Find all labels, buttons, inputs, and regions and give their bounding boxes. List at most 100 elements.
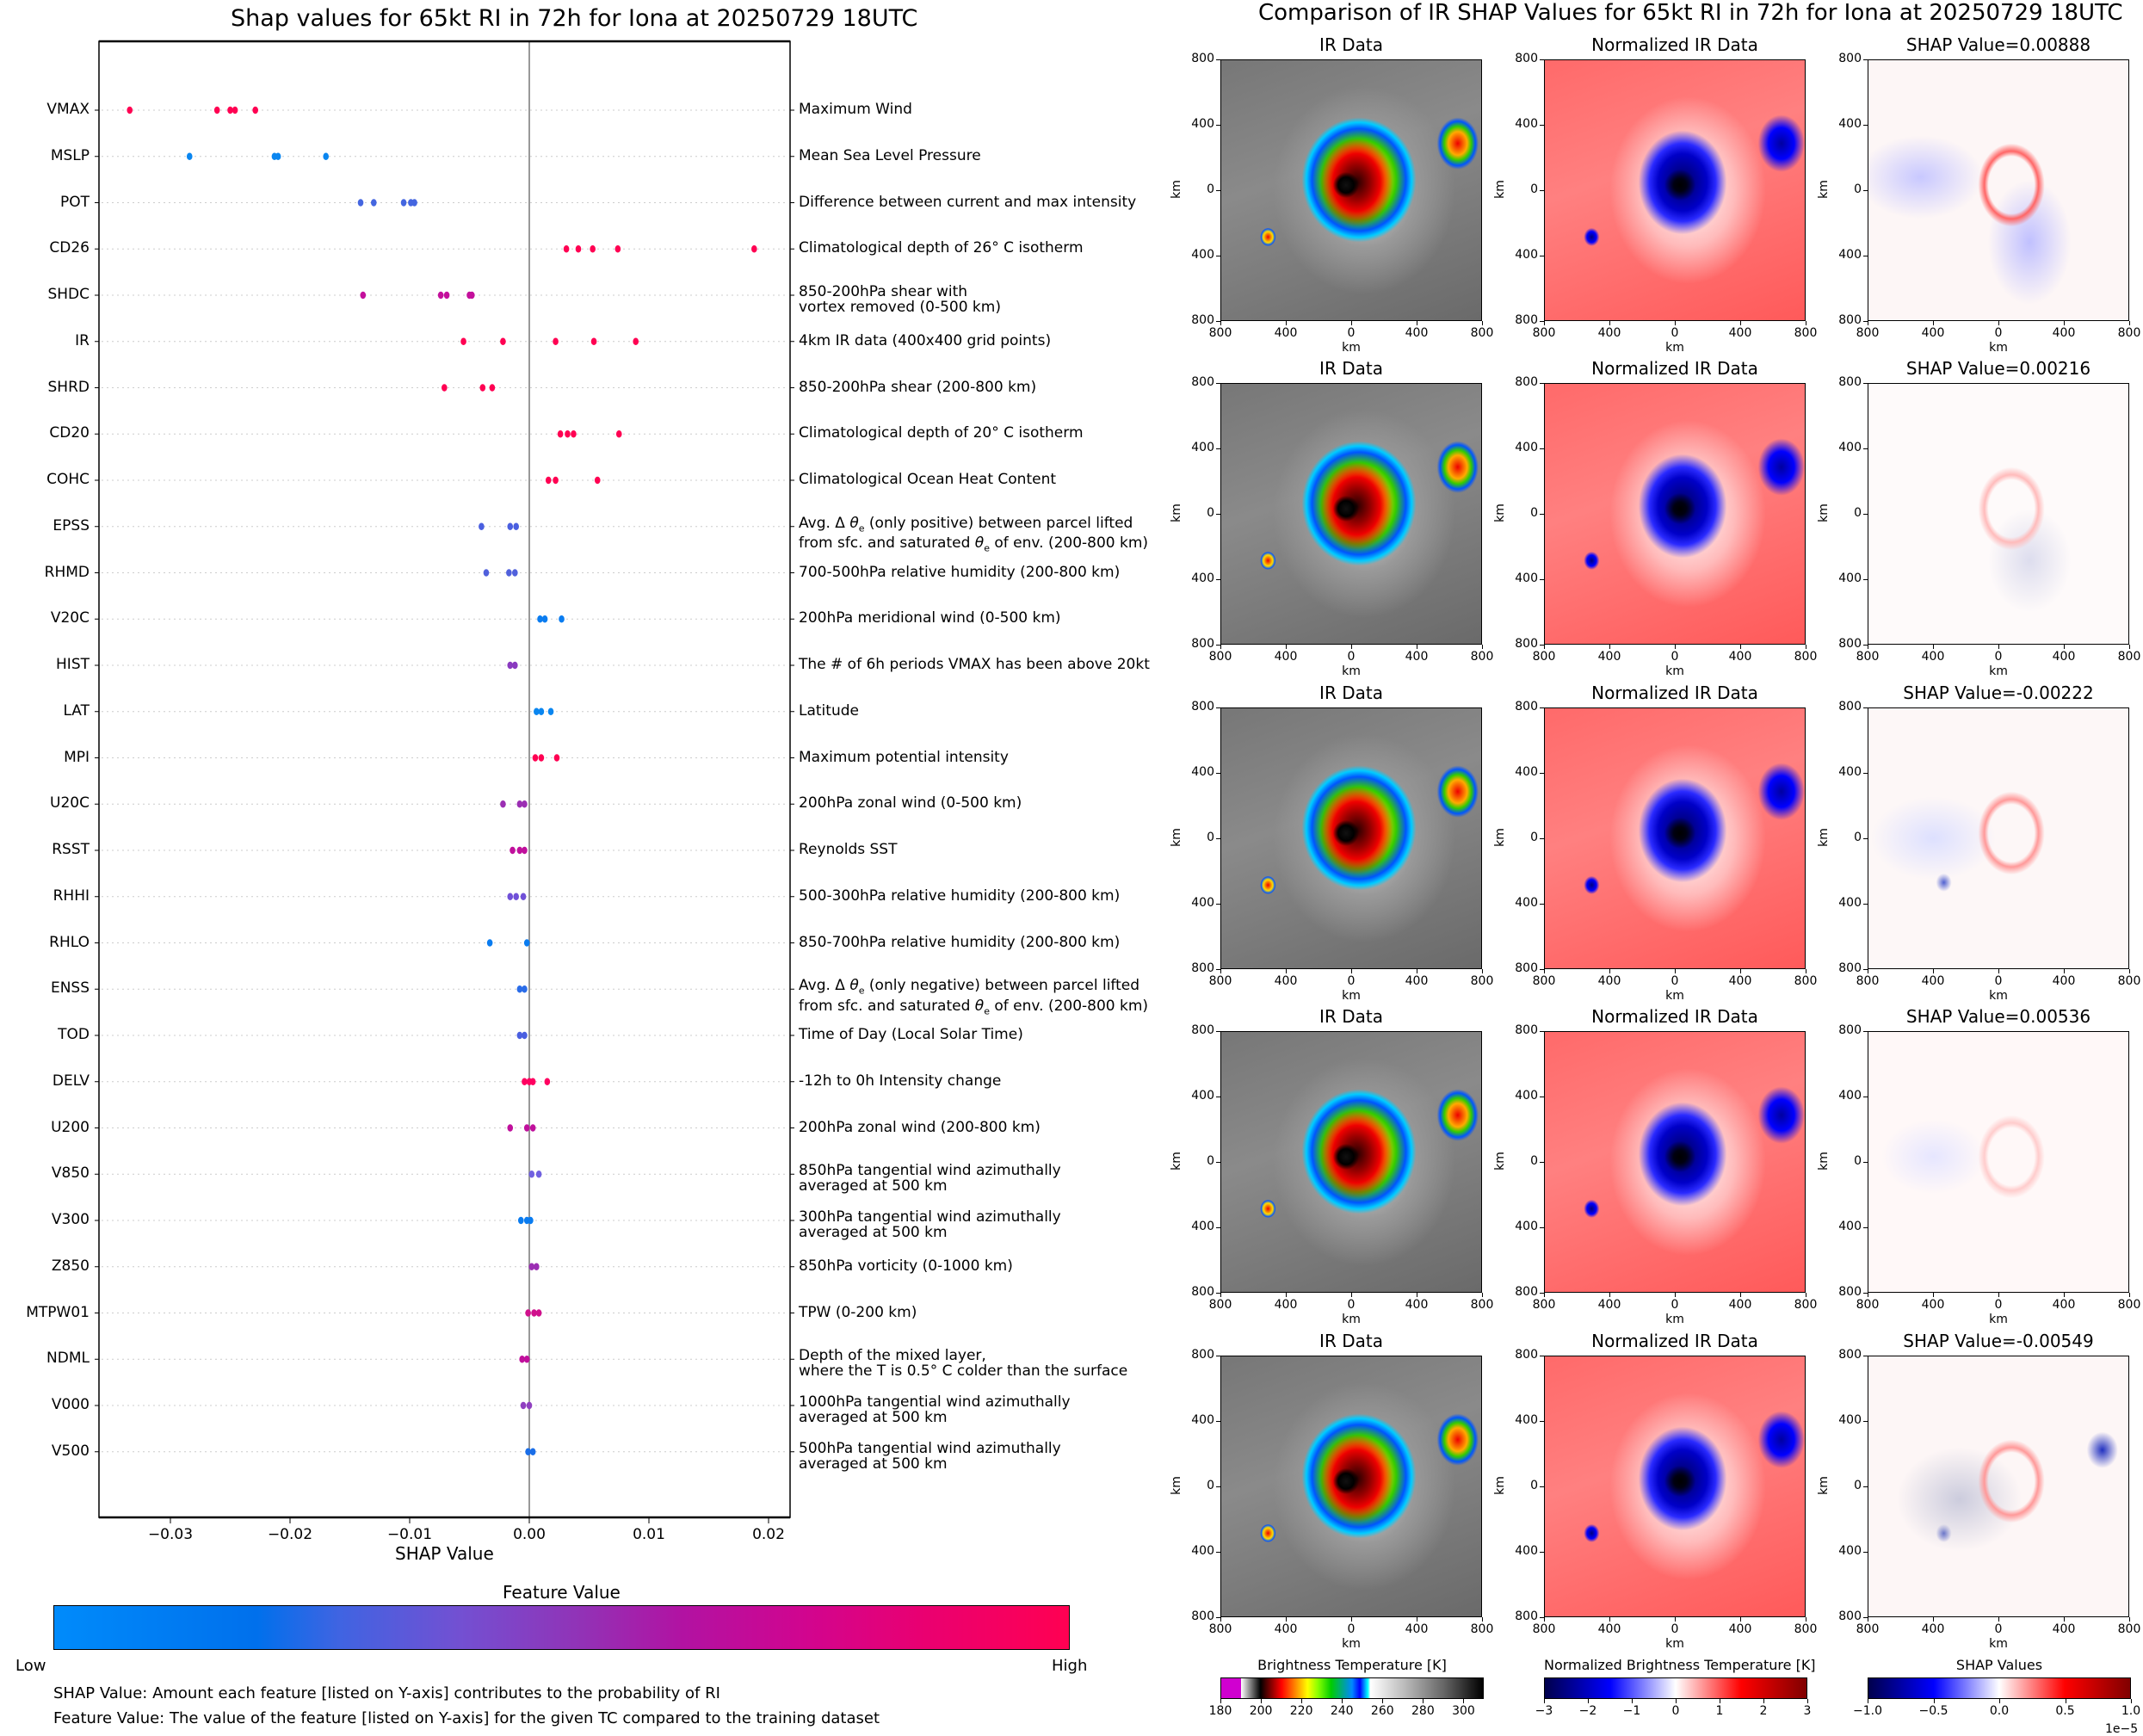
y-tick-mark [1540,1031,1544,1032]
x-tick-label: 400 [1597,974,1621,988]
shap-point-rsst [510,846,516,855]
y-tick-mark [1540,645,1544,646]
colorbar-tick-label: 0.5 [2055,1704,2075,1718]
shap-point-rhhi [513,893,520,900]
y-tick-mark [1216,514,1220,515]
shap-point-mslp [186,152,193,160]
y-tick-mark [1540,1486,1544,1487]
y-axis-label: km [1169,180,1183,199]
feature-label: RSST [52,841,90,858]
x-tick-mark [1351,645,1352,649]
feature-label: RHMD [44,563,90,581]
shap-point-hist [507,661,514,670]
colorbar-tick-label: 2 [1759,1704,1768,1718]
normalized-ir-title: Normalized IR Data [1591,34,1758,55]
shap-point-pot [357,199,364,207]
x-tick-mark [1675,321,1676,325]
y-tick-mark [1540,1162,1544,1163]
y-tick-mark [1540,1421,1544,1422]
x-tick-mark [1286,1617,1287,1622]
x-tick-label: 800 [1470,326,1494,340]
x-tick-mark [1482,645,1483,649]
y-tick-mark [1216,645,1220,646]
y-tick-label: 800 [1515,375,1538,389]
x-tick-mark [1220,1293,1221,1297]
colorbar-tick-label: −1 [1622,1704,1641,1718]
normalized-ir-title: Normalized IR Data [1591,1006,1758,1027]
y-tick-mark [1540,1293,1544,1294]
x-tick-label: 800 [2117,1298,2141,1312]
feature-label: ENSS [50,979,90,998]
normalized-ir-title: Normalized IR Data [1591,683,1758,703]
x-tick-label: 0 [1994,1622,2003,1636]
y-tick-label: 0 [1207,831,1214,844]
shap-point-mpi [532,754,539,762]
x-tick-mark [2129,969,2130,973]
y-tick-label: 0 [1854,1479,1862,1492]
colorbar-tick-mark [1301,1699,1303,1703]
y-tick-label: 400 [1515,571,1538,585]
y-tick-label: 400 [1191,1413,1214,1427]
y-tick-mark [1863,1227,1868,1228]
x-axis-label: km [1342,341,1361,355]
x-tick-label: 0 [1671,650,1679,664]
y-tick-label: 800 [1191,1023,1214,1037]
x-tick-label: 400 [1921,1298,1945,1312]
y-tick-label: 800 [1191,1609,1214,1623]
feature-label: V20C [50,609,90,627]
x-tick-mark [1286,645,1287,649]
x-tick-label: 400 [1921,974,1945,988]
shap-point-shrd [442,384,448,392]
x-tick-mark [2129,645,2130,649]
x-tick-label: 0 [1994,974,2003,988]
shap-point-rhmd [506,569,512,577]
x-tick-label: 800 [2117,974,2141,988]
x-tick-label: 0 [1347,650,1356,664]
x-tick-label: 0 [1347,974,1356,988]
shap-point-vmax [213,106,220,114]
y-tick-mark [1863,773,1868,774]
y-tick-label: 0 [1207,506,1214,520]
y-tick-label: 400 [1838,896,1862,910]
y-tick-label: 400 [1515,248,1538,262]
shap-point-z850 [528,1263,535,1270]
feature-label: MTPW01 [26,1303,90,1321]
feature-label: TOD [58,1026,90,1043]
y-axis-label: km [1816,1152,1831,1171]
shap-point-mtpw01 [525,1309,531,1317]
x-axis-label: km [1665,1313,1684,1326]
shap-point-epss [507,522,514,530]
feature-description-line: 850-200hPa shear with [799,283,968,300]
y-tick-mark [1216,1162,1220,1163]
y-tick-mark [1863,969,1868,970]
x-tick-label: 400 [1274,650,1298,664]
feature-description: Time of Day (Local Solar Time) [799,1027,1023,1043]
feature-label: NDML [46,1350,90,1368]
feature-description: -12h to 0h Intensity change [799,1072,1001,1090]
shap-point-u200 [523,1124,530,1132]
feature-description-line: Climatological depth of 26° C isotherm [799,239,1084,257]
x-tick-mark [1740,321,1741,325]
y-tick-mark [1216,1617,1220,1618]
shap-point-mslp [275,152,281,160]
y-tick-label: 400 [1515,117,1538,131]
y-tick-label: 800 [1838,961,1862,975]
y-tick-mark [1540,514,1544,515]
x-tick-label: 800 [2117,650,2141,664]
x-tick-mark [2064,969,2065,973]
shap-point-rhhi [507,893,514,900]
x-axis-label: km [1665,341,1684,355]
feature-label: MSLP [50,146,90,164]
feature-description: Avg. Δ θe (only positive) between parcel… [799,515,1148,557]
feature-description-line: vortex removed (0-500 km) [799,299,1001,316]
y-tick-label: 0 [1530,1154,1538,1168]
y-tick-mark [1540,707,1544,708]
y-tick-label: 0 [1530,831,1538,844]
shap-colorbar-title: SHAP Values [1955,1657,2043,1673]
shap-point-enss [522,985,528,993]
shap-value-title: SHAP Value=-0.00549 [1833,1331,2143,1351]
feature-label: U200 [51,1118,90,1136]
colorbar-tick-mark [2131,1699,2132,1703]
x-tick-label: 400 [1921,1622,1945,1636]
feature-value-colorbar-title: Feature Value [503,1582,621,1603]
